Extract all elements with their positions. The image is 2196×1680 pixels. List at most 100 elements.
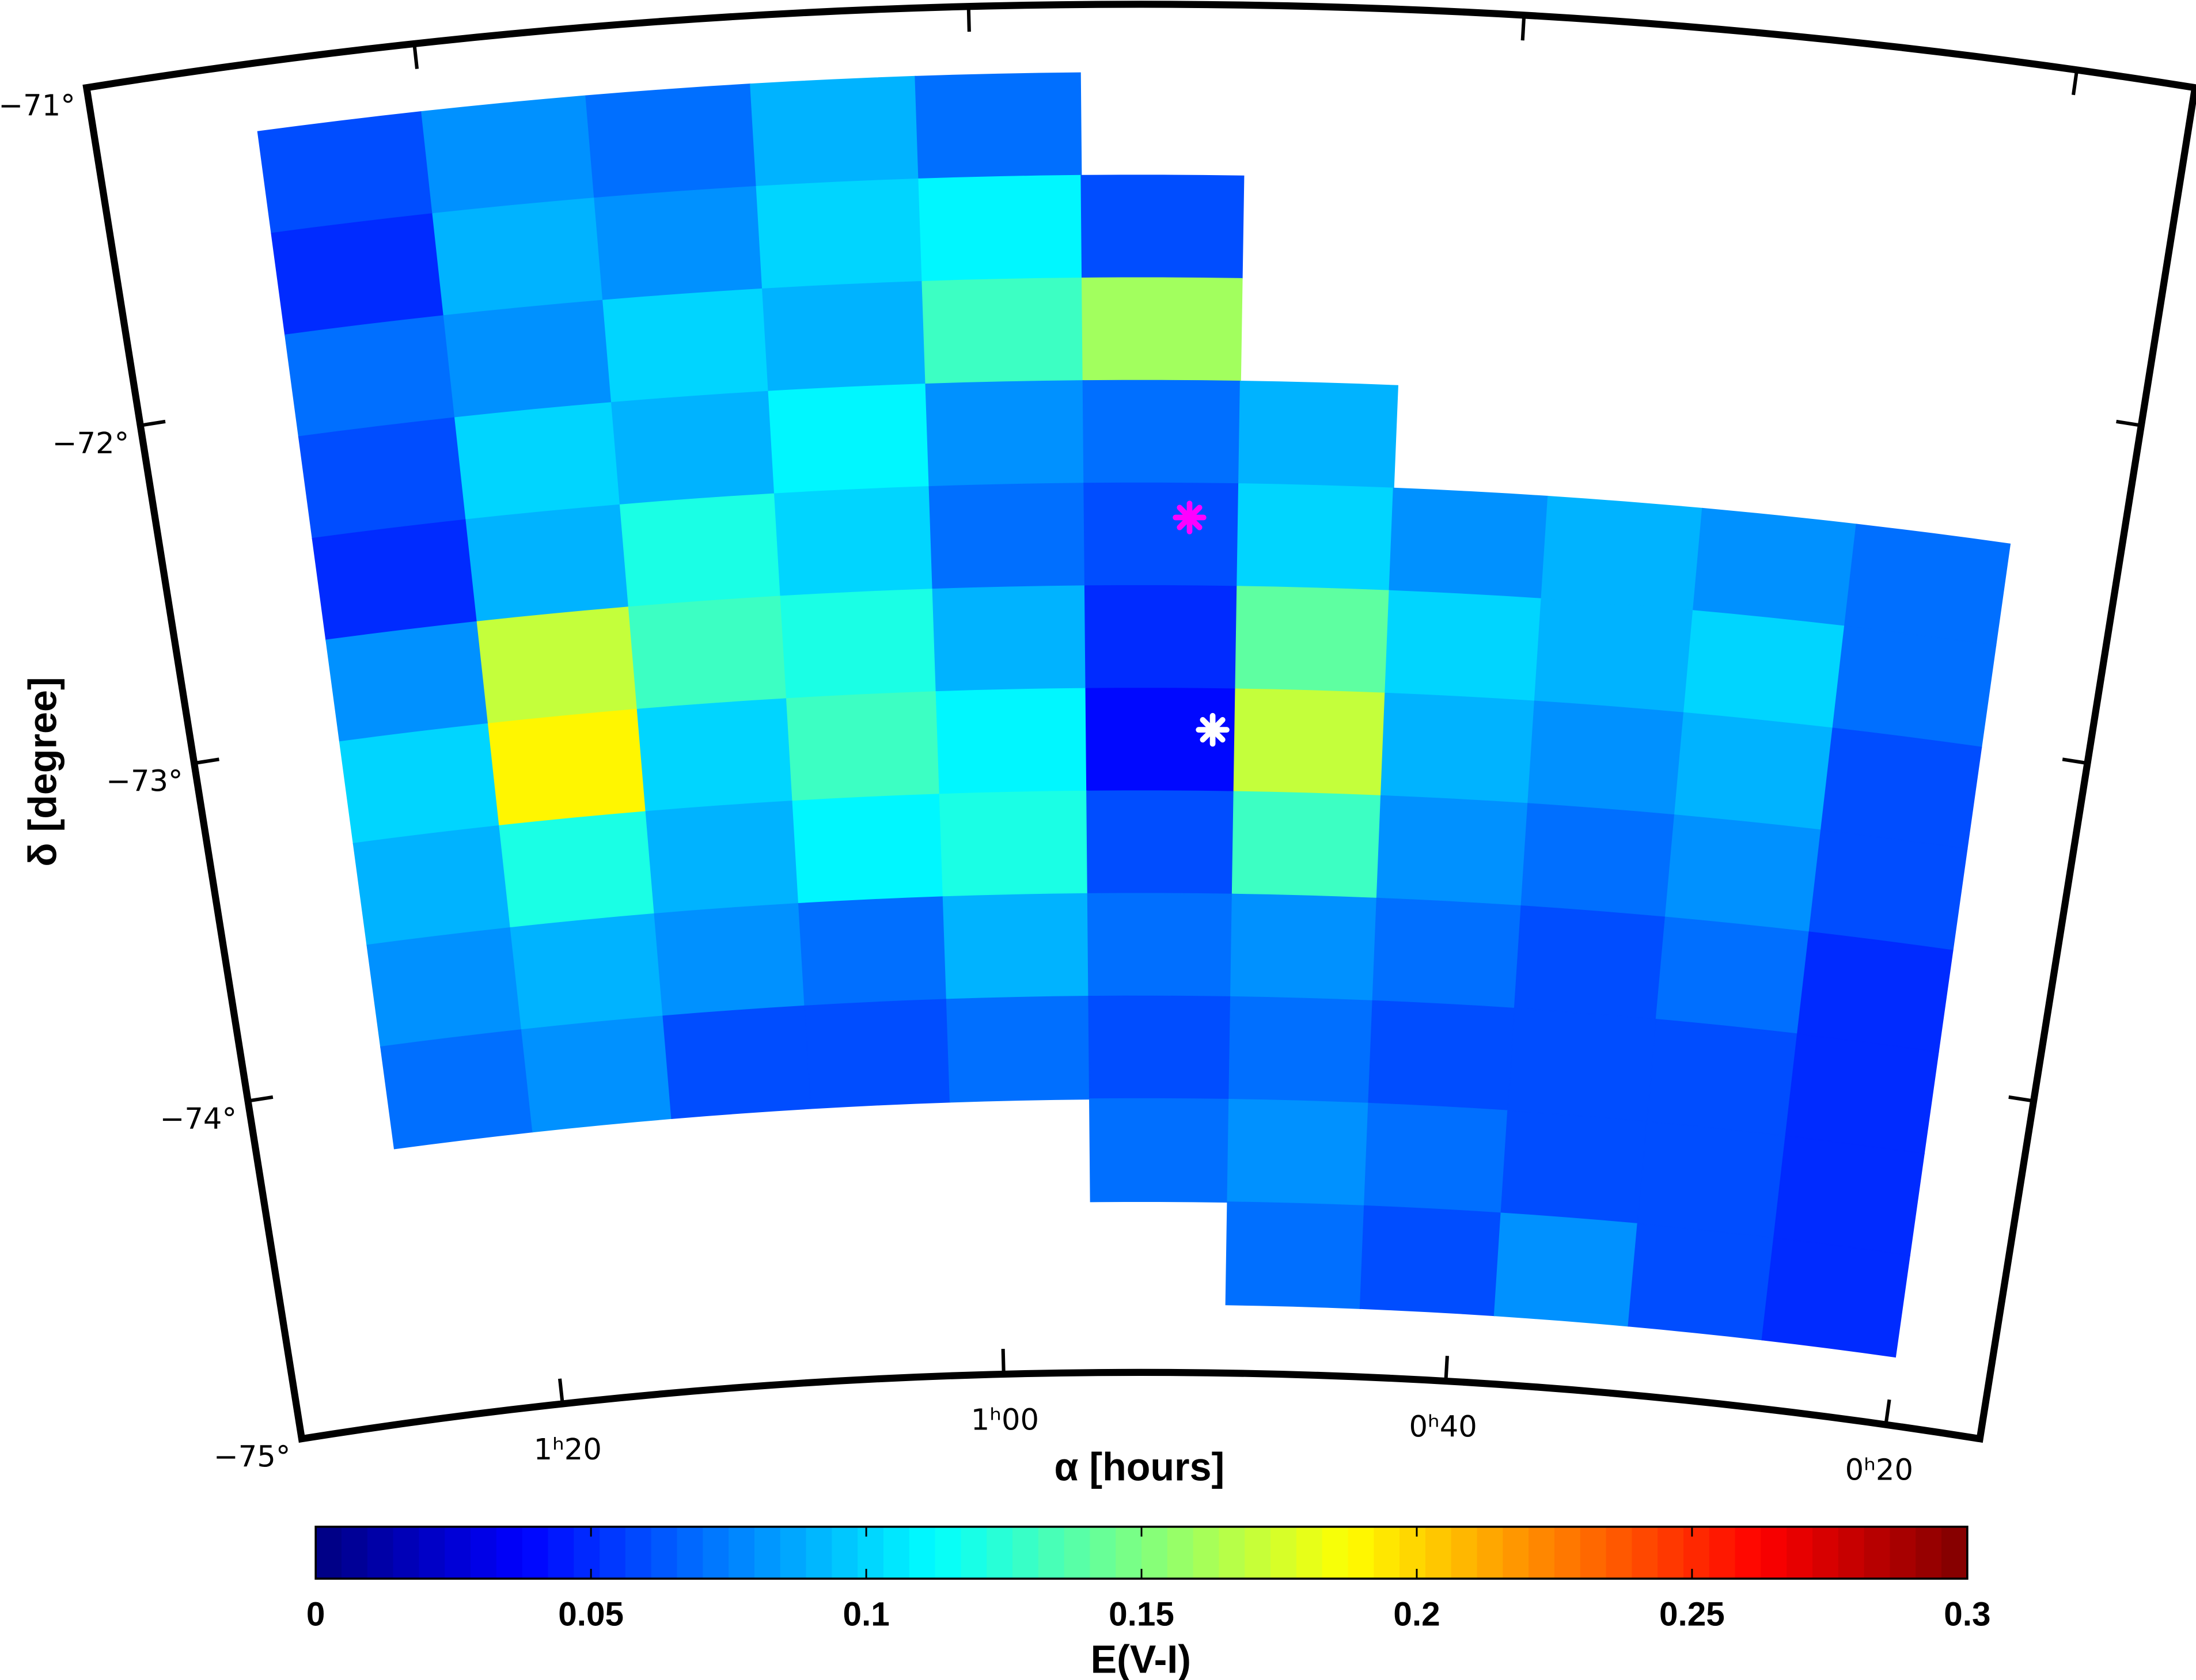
map-cell	[1364, 1102, 1509, 1214]
colorbar-step	[1632, 1526, 1659, 1579]
map-cell	[421, 95, 596, 215]
map-cell	[1637, 1121, 1787, 1239]
colorbar-step	[1606, 1526, 1633, 1579]
colorbar-step	[471, 1526, 498, 1579]
colorbar-step	[574, 1526, 601, 1579]
map-cell	[1527, 700, 1685, 816]
map-cell	[1086, 790, 1235, 895]
map-cell	[628, 596, 788, 710]
colorbar-step	[445, 1526, 472, 1579]
map-cell	[1237, 483, 1394, 591]
map-cell	[1230, 893, 1378, 1002]
map-cell	[939, 790, 1088, 898]
map-cell	[654, 902, 806, 1017]
colorbar-step	[393, 1526, 420, 1579]
map-cell	[1655, 916, 1810, 1035]
map-cell	[1228, 996, 1374, 1104]
map-cell	[1674, 712, 1834, 831]
colorbar-tick-label: 0	[306, 1595, 325, 1633]
map-cell	[1368, 1000, 1515, 1112]
colorbar-step	[367, 1526, 395, 1579]
map-cell	[1692, 507, 1857, 627]
map-cell	[454, 402, 621, 521]
y-tick	[2116, 419, 2142, 427]
y-tick-label: −71°	[0, 89, 75, 123]
x-tick-label: 1ʰ00	[971, 1404, 1039, 1438]
map-cell	[1514, 905, 1666, 1021]
colorbar-step	[1090, 1526, 1117, 1579]
map-cell	[1238, 381, 1398, 489]
colorbar-step	[1916, 1526, 1943, 1579]
colorbar-step	[1838, 1526, 1865, 1579]
colorbar-step	[1477, 1526, 1504, 1579]
y-tick	[140, 419, 166, 427]
map-cell	[443, 299, 613, 419]
y-tick	[301, 1433, 327, 1441]
map-cell	[1084, 585, 1238, 690]
map-cell	[786, 691, 940, 802]
map-cell	[1231, 791, 1382, 899]
map-cell	[1385, 590, 1542, 702]
map-cell	[1227, 1098, 1370, 1207]
y-axis-label: δ [degree]	[21, 677, 65, 866]
map-cell	[928, 483, 1086, 590]
map-cell	[768, 383, 930, 495]
colorbar-step	[1012, 1526, 1040, 1579]
map-cell	[756, 178, 923, 290]
map-cell	[1534, 598, 1694, 714]
colorbar-step	[1038, 1526, 1065, 1579]
colorbar-step	[419, 1526, 446, 1579]
star-marker	[1173, 500, 1207, 534]
colorbar-tick-label: 0.3	[1944, 1595, 1990, 1633]
map-cell	[1664, 814, 1822, 933]
colorbar-step	[625, 1526, 653, 1579]
map-cell	[780, 589, 937, 700]
star-arm	[1177, 505, 1203, 530]
colorbar-step	[883, 1526, 911, 1579]
colorbar-step	[1658, 1526, 1685, 1579]
x-tick	[412, 43, 419, 69]
y-tick	[1954, 1433, 1981, 1441]
x-tick-label: 0ʰ40	[1409, 1410, 1477, 1444]
y-tick	[2062, 757, 2088, 765]
map-cell	[935, 688, 1088, 795]
map-cell	[1820, 727, 1982, 850]
map-cell	[298, 417, 467, 540]
map-cell	[1844, 524, 2011, 647]
colorbar-step	[1219, 1526, 1246, 1579]
star-marker	[1196, 712, 1230, 747]
y-tick	[86, 82, 112, 90]
map-cell	[312, 519, 478, 641]
x-tick	[557, 1378, 564, 1404]
colorbar-step	[651, 1526, 678, 1579]
overlay: 1ʰ20 1ʰ00 0ʰ40 0ʰ20 −71° −72° −73° −74° −75° 0 0.0…	[0, 1, 2196, 1633]
map-cell	[762, 280, 927, 392]
colorbar-step	[1683, 1526, 1710, 1579]
colorbar-tick-label: 0.15	[1109, 1595, 1174, 1633]
colorbar-step	[1451, 1526, 1478, 1579]
map-cell	[1773, 1135, 1925, 1256]
colorbar-step	[961, 1526, 988, 1579]
colorbar-tick-label: 0.25	[1659, 1595, 1725, 1633]
map-cell	[915, 72, 1082, 180]
colorbar-step	[1529, 1526, 1556, 1579]
map-cell	[271, 213, 445, 336]
map-cell	[932, 585, 1087, 693]
map-cell	[1520, 803, 1675, 918]
colorbar-step	[342, 1526, 369, 1579]
colorbar-step	[316, 1526, 343, 1579]
colorbar-step	[780, 1526, 807, 1579]
map-cell	[1087, 893, 1233, 998]
map-cell	[1372, 897, 1522, 1009]
x-tick	[1884, 1399, 1891, 1425]
colorbar-step	[1245, 1526, 1272, 1579]
colorbar-step	[496, 1526, 524, 1579]
colorbar-step	[1064, 1526, 1091, 1579]
map-cell	[1225, 1201, 1366, 1309]
colorbar-step	[909, 1526, 936, 1579]
x-tick-label: 0ʰ20	[1845, 1454, 1913, 1488]
map-cell	[1089, 1098, 1230, 1203]
map-cell	[325, 621, 490, 743]
map-cell	[946, 996, 1090, 1103]
